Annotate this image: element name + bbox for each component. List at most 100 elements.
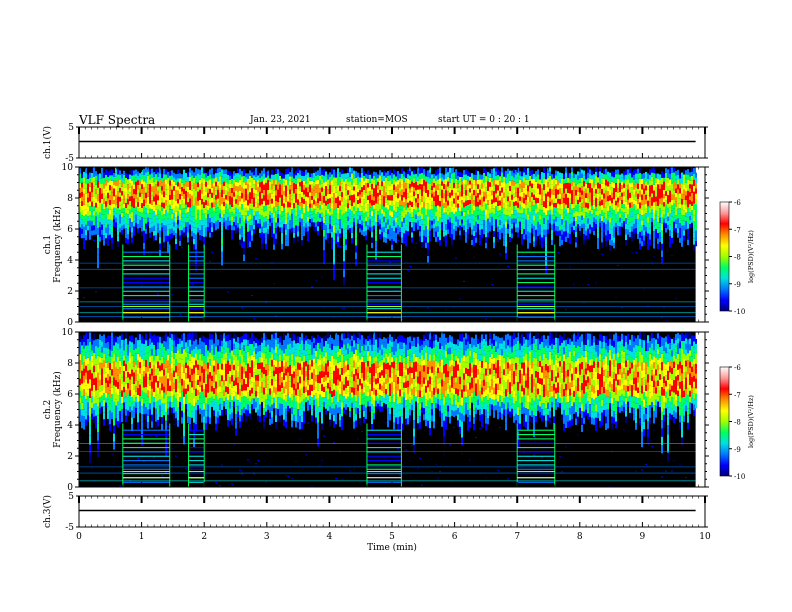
spectrum-cell	[385, 217, 387, 223]
spectrum-cell	[359, 228, 361, 233]
spectrum-cell	[233, 226, 235, 231]
spectrum-cell	[649, 207, 651, 213]
spectrum-cell	[91, 220, 93, 226]
spectrum-cell	[273, 233, 275, 240]
spectrum-cell	[299, 210, 301, 215]
spectrum-cell	[321, 212, 323, 218]
spectrum-cell	[527, 214, 529, 220]
spectrum-cell	[641, 210, 643, 216]
spectrum-cell	[129, 178, 131, 184]
spectrum-cell	[597, 221, 599, 227]
spectrum-cell	[81, 229, 83, 234]
spectrum-cell	[391, 183, 393, 190]
spectrum-cell	[415, 186, 417, 191]
spectrum-cell	[121, 195, 123, 200]
spectrum-cell	[121, 173, 123, 179]
spectrum-cell	[277, 210, 279, 215]
spectrum-cell	[625, 196, 627, 202]
spectrum-cell	[293, 237, 295, 243]
spectrum-cell	[581, 219, 583, 224]
spectrum-cell	[631, 192, 633, 198]
spectrum-cell	[591, 170, 593, 176]
spectrum-cell	[615, 200, 617, 206]
spectrum-cell	[497, 185, 499, 191]
spectrum-cell	[627, 179, 629, 185]
spectrum-cell	[539, 239, 541, 245]
spectrum-cell	[577, 207, 579, 212]
spectrum-cell	[273, 228, 275, 234]
spectrum-cell	[595, 184, 597, 190]
spectrum-cell	[637, 233, 639, 239]
spectrum-cell	[327, 223, 329, 229]
spectrum-cell	[197, 191, 199, 197]
spectrum-cell	[399, 232, 401, 237]
spectrum-cell	[461, 184, 463, 189]
spectrum-cell	[679, 183, 681, 189]
spectrum-cell	[325, 181, 327, 187]
spectrum-cell	[271, 179, 273, 185]
spectrum-cell	[199, 215, 201, 221]
spectrum-cell	[669, 236, 671, 242]
spectrum-cell	[153, 186, 155, 192]
spectrum-cell	[259, 191, 261, 197]
spectrum-cell	[157, 214, 159, 219]
spectrum-cell	[127, 209, 129, 215]
spectrum-cell	[225, 199, 227, 204]
spectrum-cell	[503, 192, 505, 199]
spectrum-cell	[99, 222, 101, 227]
spectrum-cell	[389, 200, 391, 206]
spectrum-cell	[143, 398, 145, 404]
spectrum-cell	[637, 203, 639, 209]
spectrum-cell	[347, 220, 349, 226]
spectrum-cell	[509, 236, 511, 243]
spectrum-cell	[447, 205, 449, 211]
spectrum-cell	[163, 168, 165, 175]
spectrum-cell	[199, 194, 201, 200]
spectrum-cell	[523, 229, 525, 235]
spectrum-cell	[217, 224, 219, 229]
spectrum-cell	[187, 181, 189, 187]
spectrum-cell	[93, 340, 95, 347]
spectrum-cell	[505, 227, 507, 235]
spectrum-cell	[603, 217, 605, 223]
spectrum-cell	[393, 179, 395, 185]
spectrum-cell	[429, 188, 431, 194]
spectrum-cell	[169, 180, 171, 186]
spectrum-cell	[373, 213, 375, 218]
spectrum-cell	[401, 205, 403, 211]
spectrum-cell	[333, 272, 335, 281]
spectrum-cell	[133, 338, 135, 345]
spectrum-cell	[149, 169, 151, 175]
noise-band	[188, 260, 205, 262]
spectrum-cell	[95, 403, 97, 410]
spectrum-cell	[189, 202, 191, 208]
spectrum-cell	[305, 174, 307, 179]
spectrum-cell	[339, 228, 341, 234]
spectrum-cell	[405, 193, 407, 200]
spectrum-cell	[165, 225, 167, 231]
spectrum-cell	[341, 178, 343, 184]
spectrum-cell	[639, 178, 641, 185]
spectrum-cell	[431, 201, 433, 206]
spectrum-cell	[309, 184, 311, 189]
spectrum-cell	[471, 188, 473, 194]
spectrum-cell	[445, 195, 447, 202]
spectrum-cell	[693, 179, 695, 186]
spectrum-cell	[485, 214, 487, 221]
spectrum-cell	[567, 232, 569, 238]
spectrum-cell	[677, 189, 679, 195]
spectrum-cell	[185, 226, 187, 232]
spectrum-cell	[281, 178, 283, 185]
spectrum-cell	[501, 182, 503, 188]
spectrum-cell	[309, 211, 311, 216]
spectrum-cell	[635, 168, 637, 174]
spectrum-cell	[657, 173, 659, 179]
spectrum-cell	[109, 356, 111, 363]
spectrum-cell	[351, 211, 353, 217]
noise-streak	[473, 256, 475, 258]
spectrum-cell	[193, 188, 195, 195]
noise-streak	[141, 284, 143, 286]
spectrum-cell	[89, 444, 91, 454]
spectrum-cell	[575, 174, 577, 180]
spectrum-cell	[393, 215, 395, 221]
